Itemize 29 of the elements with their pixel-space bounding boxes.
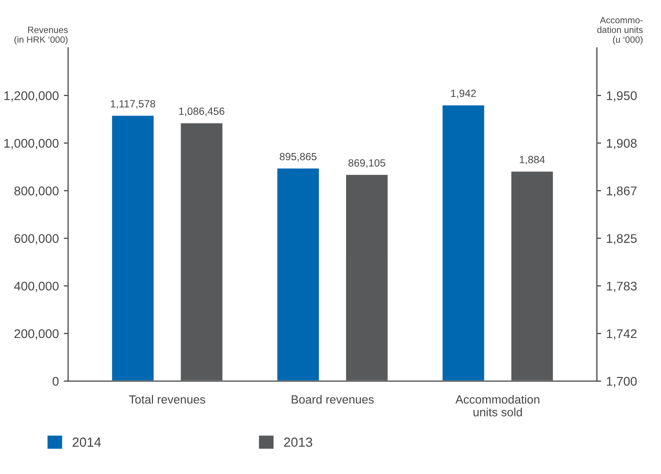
data-label: 869,105: [348, 159, 386, 168]
data-label: 1,884: [520, 156, 545, 164]
x-tick-label: Total revenues: [129, 394, 206, 404]
y-tick-label: 1,200,000: [4, 91, 59, 102]
y2-tick-label: 1,783: [606, 282, 637, 292]
y2-tick-label: 1,908: [606, 138, 637, 150]
y2-tick-label: 1,825: [606, 234, 637, 244]
y2-tick-label: 1,867: [606, 186, 637, 197]
y2-tick-label: 1,700: [606, 376, 637, 388]
y-tick-label: 600,000: [14, 234, 59, 244]
x-tick-label: Board revenues: [292, 394, 374, 404]
data-label: 1,086,456: [179, 108, 224, 116]
y2-tick-label: 1,742: [606, 329, 637, 340]
y-tick-label: 0: [52, 376, 59, 386]
y-tick-label: 1,000,000: [4, 138, 59, 150]
y-axis-title: Revenues (in HRK ‘000): [14, 26, 68, 45]
x-tick-label: Accommodation units sold: [455, 394, 540, 416]
data-label: 895,865: [280, 152, 317, 162]
data-label: 1,117,578: [110, 100, 156, 109]
y2-tick-label: 1,950: [606, 91, 637, 102]
y-tick-label: 200,000: [14, 329, 59, 340]
bar: [110, 114, 156, 382]
y-tick-label: 400,000: [14, 282, 59, 292]
y2-axis-title: Accommo- dation units (u ‘000): [597, 17, 643, 45]
data-label: 1,942: [451, 90, 476, 98]
y-tick-label: 800,000: [14, 186, 59, 197]
legend-label: 2014: [72, 438, 101, 447]
legend-label: 2013: [284, 438, 312, 447]
bar: [276, 167, 320, 382]
